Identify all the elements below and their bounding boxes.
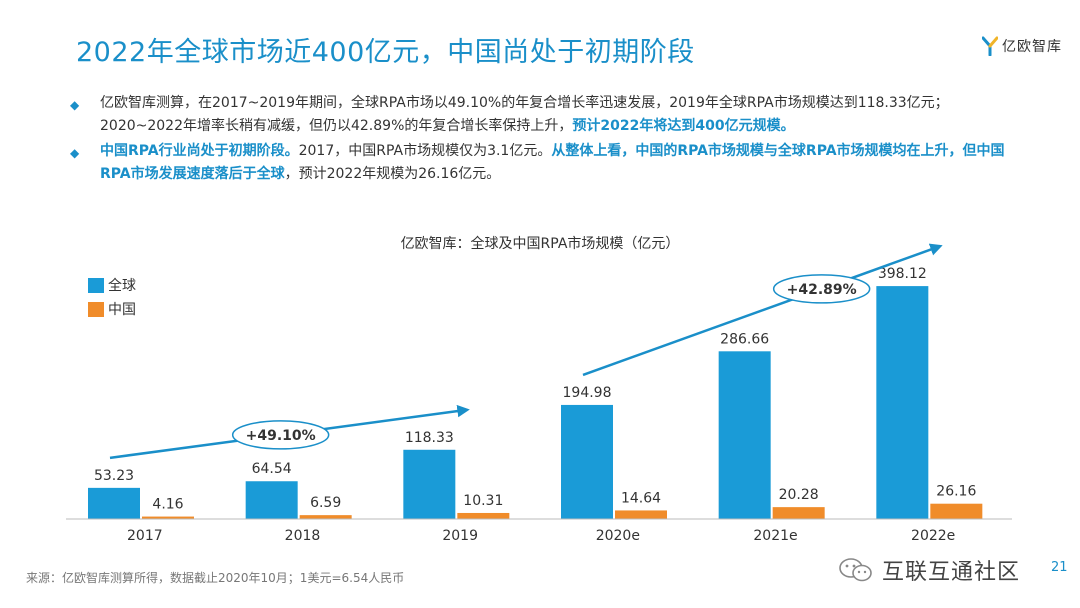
data-label-global-2017: 53.23 xyxy=(94,468,134,484)
data-label-global-2022e: 398.12 xyxy=(878,266,927,282)
bullet-highlight: 中国RPA行业尚处于初期阶段。 xyxy=(100,143,299,159)
growth-rate-label-2: +42.89% xyxy=(787,282,857,298)
summary-bullets: ◆ 亿欧智库测算，在2017~2019年期间，全球RPA市场以49.10%的年复… xyxy=(70,92,1020,188)
bar-global-2019 xyxy=(403,449,456,519)
bullet-text: ，预计2022年规模为26.16亿元。 xyxy=(284,166,501,182)
bar-global-2017 xyxy=(88,487,140,519)
bullet-china: ◆ 中国RPA行业尚处于初期阶段。2017，中国RPA市场规模仅为3.1亿元。从… xyxy=(70,140,1020,186)
watermark-text: 互联互通社区 xyxy=(882,560,1021,585)
x-tick-label-2020e: 2020e xyxy=(596,528,640,544)
logo-y-icon xyxy=(982,36,998,56)
bullet-global: ◆ 亿欧智库测算，在2017~2019年期间，全球RPA市场以49.10%的年复… xyxy=(70,92,1020,138)
x-tick-label-2017: 2017 xyxy=(127,528,163,544)
legend-item-china: 中国 xyxy=(88,297,136,321)
bar-global-2021e xyxy=(718,351,771,519)
bullet-highlight: 预计2022年将达到400亿元规模。 xyxy=(572,118,795,134)
bar-global-2020e xyxy=(561,404,613,519)
chart-title: 亿欧智库：全球及中国RPA市场规模（亿元） xyxy=(400,236,680,252)
x-tick-label-2018: 2018 xyxy=(285,528,321,544)
bar-china-2021e xyxy=(772,507,825,519)
bullet-text: 2017，中国RPA市场规模仅为3.1亿元。 xyxy=(298,143,552,159)
x-tick-label-2021e: 2021e xyxy=(753,528,797,544)
data-label-global-2019: 118.33 xyxy=(405,430,454,446)
legend-swatch-china xyxy=(88,301,104,317)
bar-china-2017 xyxy=(142,516,194,519)
page-title: 2022年全球市场近400亿元，中国尚处于初期阶段 xyxy=(76,37,695,68)
growth-bubble-2 xyxy=(772,274,871,304)
bullet-highlight: 从整体上看，中国的RPA市场规模与全球RPA市场规模均在上升，但中国RPA市场发… xyxy=(100,143,1005,182)
page-number: 21 xyxy=(1051,560,1068,575)
growth-rate-label-1: +49.10% xyxy=(246,428,316,444)
data-label-global-2021e: 286.66 xyxy=(720,331,769,347)
diamond-bullet-icon: ◆ xyxy=(70,146,80,160)
data-label-china-2020e: 14.64 xyxy=(621,490,661,506)
bar-china-2020e xyxy=(615,510,667,519)
data-label-china-2018: 6.59 xyxy=(310,495,341,511)
chart-legend: 全球 中国 xyxy=(88,273,136,321)
growth-arrow-2 xyxy=(582,243,943,377)
bar-global-2022e xyxy=(876,286,929,519)
data-label-global-2018: 64.54 xyxy=(252,461,292,477)
legend-item-global: 全球 xyxy=(88,273,136,297)
wechat-icon xyxy=(839,558,872,582)
bar-china-2019 xyxy=(457,512,510,519)
growth-bubble-1 xyxy=(231,420,330,450)
logo-text: 亿欧智库 xyxy=(1002,39,1062,55)
bar-china-2022e xyxy=(930,503,983,519)
brand-logo: 亿欧智库 xyxy=(982,36,1062,56)
legend-label: 中国 xyxy=(108,302,136,318)
legend-label: 全球 xyxy=(108,278,136,294)
data-label-china-2022e: 26.16 xyxy=(936,484,976,500)
bullet-text: 亿欧智库测算，在2017~2019年期间，全球RPA市场以49.10%的年复合增… xyxy=(100,95,949,134)
x-tick-label-2022e: 2022e xyxy=(911,528,955,544)
watermark: 互联互通社区 xyxy=(838,554,1020,586)
bar-global-2018 xyxy=(245,481,298,519)
data-label-china-2017: 4.16 xyxy=(152,497,183,513)
data-label-china-2021e: 20.28 xyxy=(779,487,819,503)
source-note: 来源：亿欧智库测算所得，数据截止2020年10月；1美元=6.54人民币 xyxy=(26,571,405,585)
legend-swatch-global xyxy=(88,277,104,293)
data-label-global-2020e: 194.98 xyxy=(563,385,612,401)
x-tick-label-2019: 2019 xyxy=(442,528,478,544)
diamond-bullet-icon: ◆ xyxy=(70,98,80,112)
bar-china-2018 xyxy=(299,515,352,519)
data-label-china-2019: 10.31 xyxy=(463,493,503,509)
